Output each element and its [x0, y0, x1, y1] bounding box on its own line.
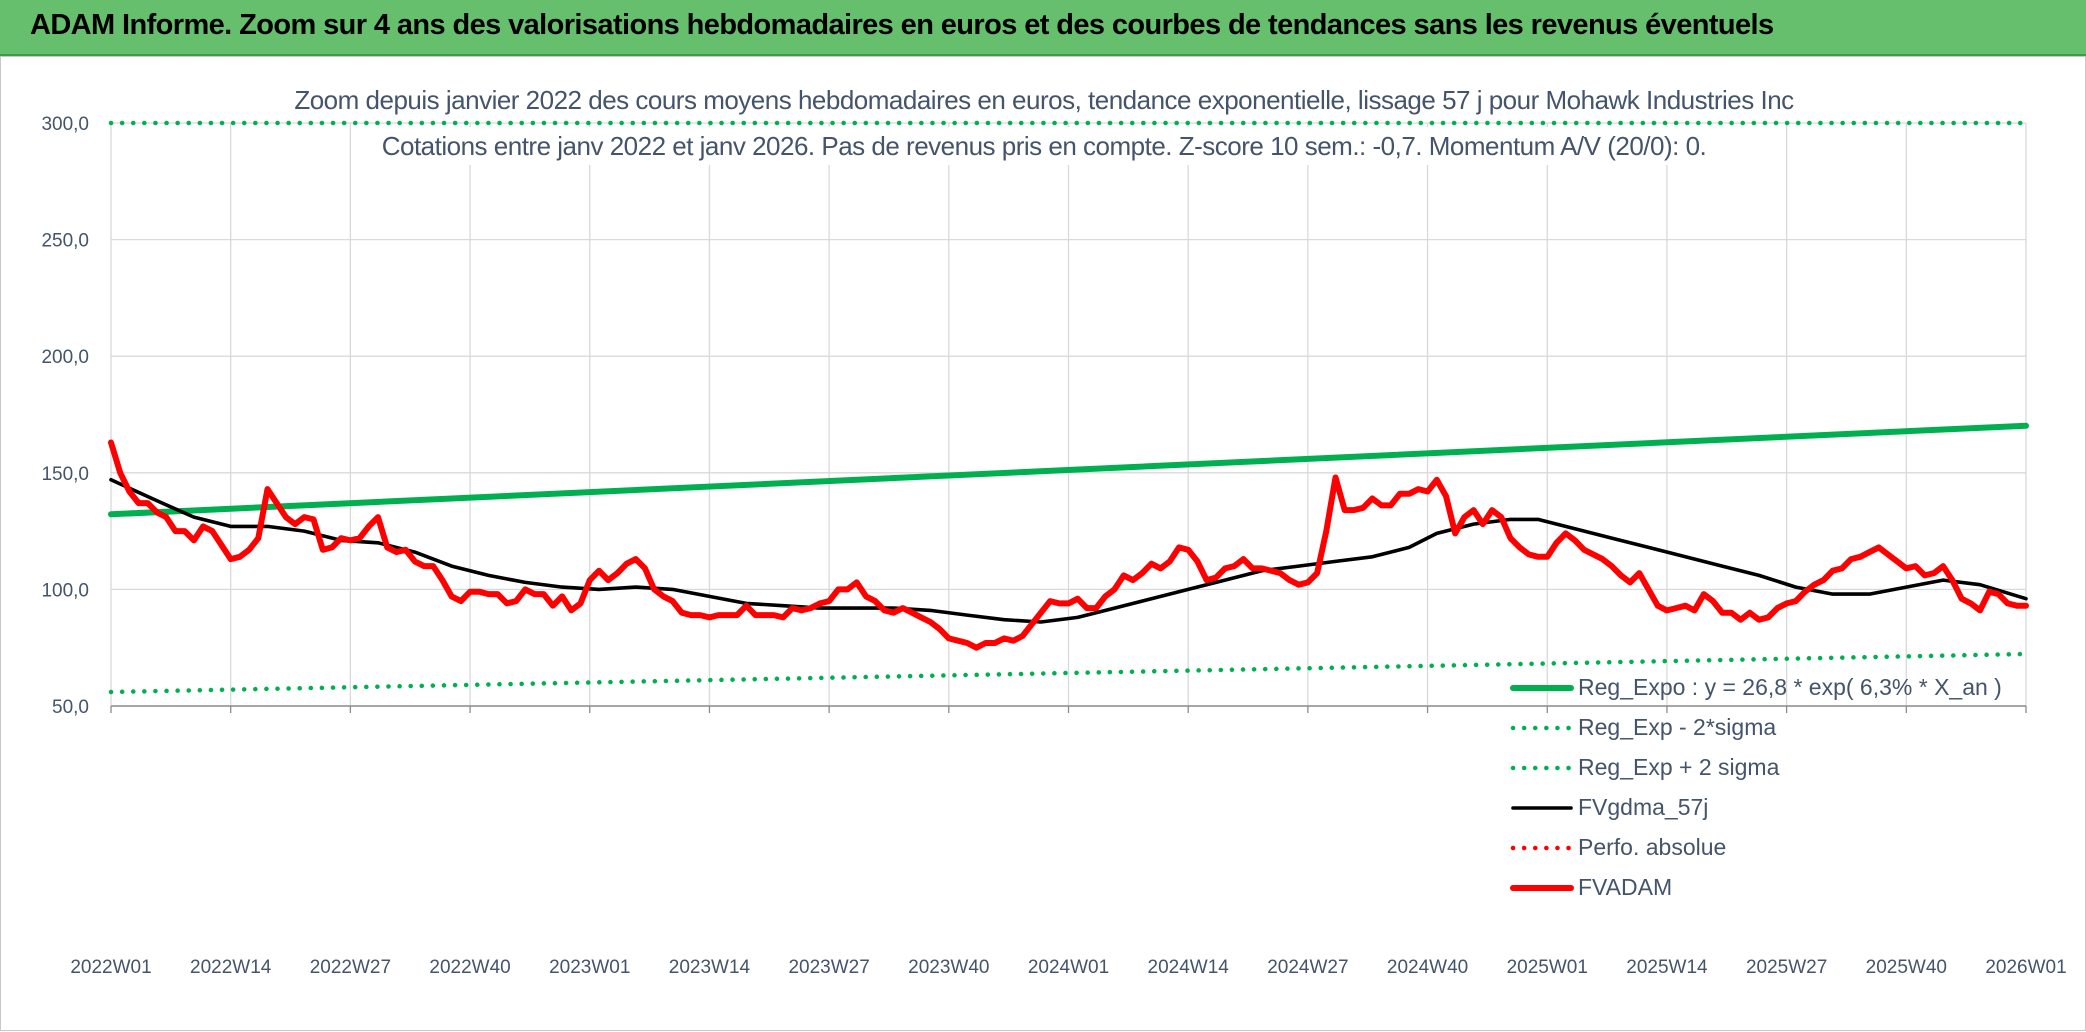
series-fvadam: [108, 439, 2029, 651]
chart-area: 50,0 100,0 150,0 200,0 250,0 300,0 2022W01 202…: [0, 56, 2086, 1031]
legend-label: Perfo. absolue: [1578, 834, 1726, 860]
legend-label: FVgdma_57j: [1578, 794, 1708, 820]
chart-title-line: Zoom depuis janvier 2022 des cours moyen…: [294, 85, 1794, 115]
y-tick-label: 50,0: [52, 697, 89, 718]
series-lines: [108, 120, 2029, 695]
x-tick-label: 2024W01: [1028, 957, 1109, 978]
y-tick-label: 100,0: [41, 580, 89, 601]
x-tick-label: 2023W01: [549, 957, 630, 978]
header-banner: ADAM Informe. Zoom sur 4 ans des valoris…: [0, 0, 2086, 56]
y-tick-label: 150,0: [41, 464, 89, 485]
x-tick-label: 2025W27: [1746, 957, 1827, 978]
y-tick-label: 200,0: [41, 347, 89, 368]
x-tick-label: 2022W27: [310, 957, 391, 978]
series-fvgdma-57j: [109, 478, 2028, 624]
x-tick-label: 2022W40: [429, 957, 510, 978]
x-tick-label: 2024W40: [1387, 957, 1468, 978]
x-tick-label: 2022W14: [190, 957, 272, 978]
x-tick-label: 2023W14: [669, 957, 751, 978]
x-tick-label: 2025W14: [1626, 957, 1708, 978]
chart-title: Zoom depuis janvier 2022 des cours moyen…: [282, 81, 1807, 165]
x-axis: 2022W01 2022W14 2022W27 2022W40 2023W01 2023W…: [70, 957, 2066, 978]
x-tick-label: 2024W27: [1267, 957, 1348, 978]
chart-title-bg: [369, 127, 1719, 165]
legend: Reg_Expo : y = 26,8 * exp( 6,3% * X_an )…: [1510, 674, 2002, 900]
x-tick-label: 2022W01: [70, 957, 151, 978]
legend-label: FVADAM: [1578, 874, 1672, 900]
x-tick-label: 2023W27: [788, 957, 869, 978]
legend-label: Reg_Exp - 2*sigma: [1578, 714, 1776, 740]
legend-label: Reg_Expo : y = 26,8 * exp( 6,3% * X_an ): [1578, 674, 2002, 700]
page-title: ADAM Informe. Zoom sur 4 ans des valoris…: [30, 9, 1774, 41]
x-tick-label: 2025W01: [1507, 957, 1588, 978]
gridlines: [110, 122, 2027, 713]
x-tick-label: 2026W01: [1985, 957, 2066, 978]
chart-title-line: Cotations entre janv 2022 et janv 2026. …: [382, 131, 1707, 161]
x-tick-label: 2025W40: [1866, 957, 1947, 978]
x-tick-label: 2024W14: [1148, 957, 1230, 978]
y-tick-label: 300,0: [41, 114, 89, 135]
series-reg-expo-y-26-8-exp-6-3-x-an: [108, 422, 2029, 518]
x-tick-label: 2023W40: [908, 957, 989, 978]
legend-label: Reg_Exp + 2 sigma: [1578, 754, 1780, 780]
y-axis: 50,0 100,0 150,0 200,0 250,0 300,0: [41, 114, 89, 718]
chart-title-bg: [282, 81, 1807, 119]
y-tick-label: 250,0: [41, 231, 89, 252]
